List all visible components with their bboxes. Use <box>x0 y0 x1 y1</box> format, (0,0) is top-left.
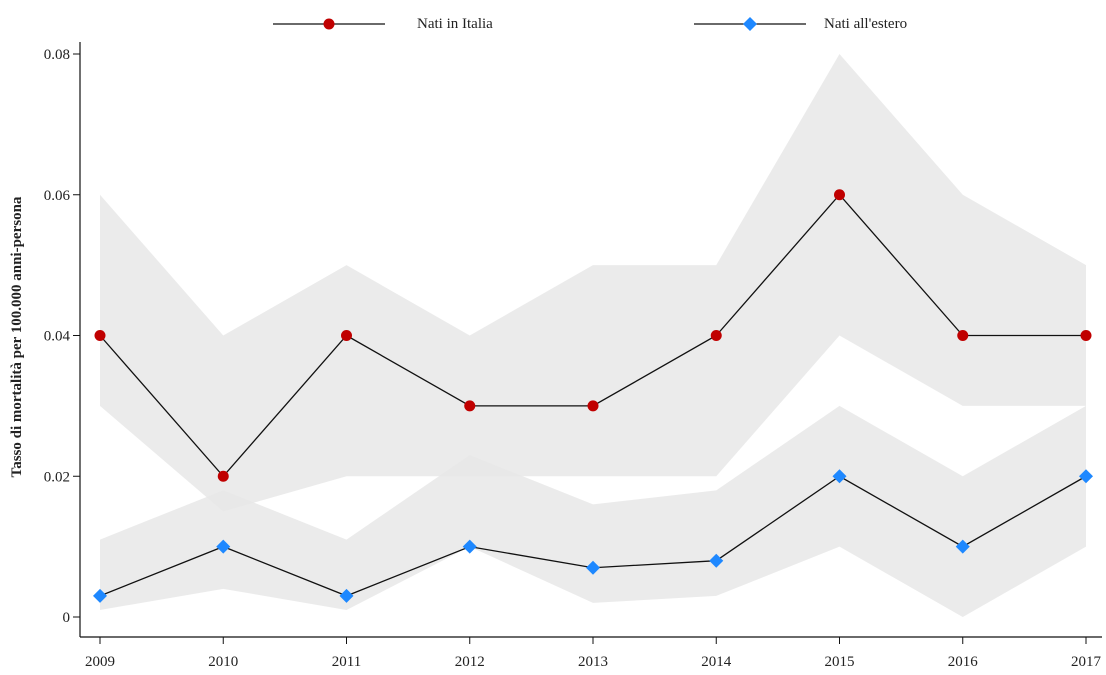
legend: Nati in Italia Nati all'estero <box>273 16 907 32</box>
ci-band-1 <box>100 405 1086 617</box>
data-point-0-6 <box>834 189 845 201</box>
data-point-1-8 <box>1079 469 1093 484</box>
legend-marker-1 <box>743 17 757 31</box>
x-tick-label: 2013 <box>578 654 608 670</box>
x-tick-label: 2017 <box>1071 654 1102 670</box>
x-ticks: 2009 2010 2011 2012 2013 2014 2015 2016 2017 <box>85 637 1102 670</box>
data-point-1-6 <box>832 469 847 484</box>
data-point-1-4 <box>586 560 600 575</box>
data-point-0-2 <box>341 330 352 341</box>
data-point-1-2 <box>339 588 354 603</box>
series-markers <box>93 189 1093 603</box>
legend-marker-0 <box>323 18 335 30</box>
axes <box>79 42 1102 638</box>
data-point-0-1 <box>217 470 229 482</box>
data-point-0-7 <box>957 330 969 341</box>
ci-band-0 <box>100 54 1086 512</box>
legend-label-0: Nati in Italia <box>417 16 493 32</box>
data-point-1-1 <box>216 539 231 554</box>
y-tick-label: 0.08 <box>44 47 70 63</box>
data-point-1-7 <box>955 539 970 554</box>
data-point-1-3 <box>462 539 477 554</box>
x-tick-label: 2010 <box>208 654 238 670</box>
y-ticks: 0 0.02 0.04 0.06 0.08 <box>44 47 80 626</box>
x-tick-label: 2016 <box>948 654 979 670</box>
y-tick-label: 0.02 <box>44 469 70 485</box>
x-tick-label: 2014 <box>701 654 732 670</box>
y-axis-title: Tasso di mortalità per 100.000 anni-pers… <box>9 196 25 477</box>
legend-label-1: Nati all'estero <box>824 16 907 32</box>
data-point-0-4 <box>587 400 599 412</box>
data-point-0-8 <box>1080 330 1092 341</box>
data-point-1-5 <box>709 553 724 568</box>
y-tick-label: 0.06 <box>44 188 71 204</box>
y-tick-label: 0 <box>63 610 71 626</box>
x-tick-label: 2009 <box>85 654 115 670</box>
data-point-1-0 <box>93 588 107 603</box>
x-tick-label: 2011 <box>332 654 361 670</box>
y-tick-label: 0.04 <box>44 329 71 345</box>
confidence-bands <box>100 54 1086 617</box>
data-point-0-0 <box>94 330 106 341</box>
data-point-0-5 <box>710 330 722 341</box>
data-point-0-3 <box>464 400 476 412</box>
x-tick-label: 2012 <box>455 654 485 670</box>
x-tick-label: 2015 <box>825 654 855 670</box>
